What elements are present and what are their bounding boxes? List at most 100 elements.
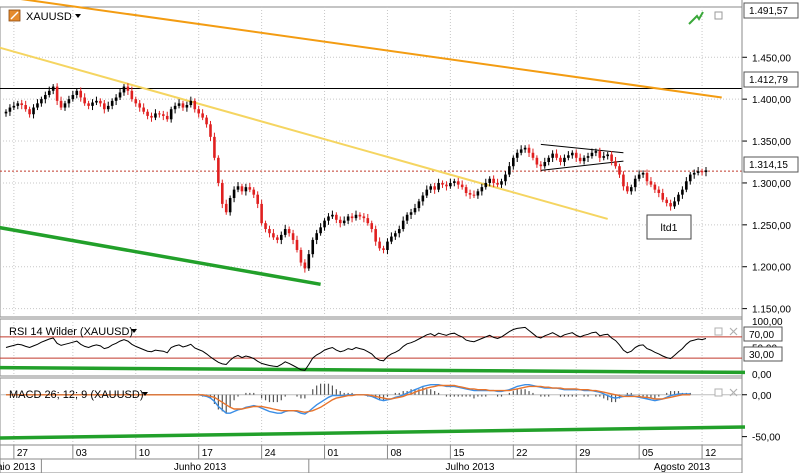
- price-badge-last-text: 1.314,15: [749, 160, 788, 171]
- rsi-badge-30: 30,00: [743, 346, 783, 362]
- price-pane[interactable]: XAUUSD ltd1: [0, 0, 743, 318]
- candle-body: [28, 109, 31, 115]
- rsi-close-icon[interactable]: [729, 327, 738, 336]
- candle-body: [421, 195, 425, 202]
- date-day-label: 29: [579, 448, 591, 459]
- candle-body: [425, 189, 429, 196]
- candle-body: [71, 94, 75, 100]
- candle-body: [417, 201, 421, 209]
- rsi-badge-70-text: 70,00: [749, 330, 774, 341]
- candle-body: [8, 107, 12, 112]
- candle-body: [287, 229, 291, 234]
- candle-body: [181, 103, 185, 108]
- date-day-label: 05: [642, 448, 654, 459]
- date-day-label: 03: [76, 448, 88, 459]
- macd-pane[interactable]: MACD 26; 12; 9 (XAUUSD): [0, 377, 746, 446]
- candle-body: [87, 103, 90, 106]
- macd-trendline: [0, 425, 746, 440]
- date-day-label: 17: [202, 448, 214, 459]
- trendline: [540, 160, 624, 171]
- candle-body: [130, 90, 134, 100]
- candle-body: [645, 172, 649, 182]
- candle-body: [106, 105, 110, 110]
- candle-body: [688, 174, 692, 182]
- rsi-badge-30-text: 30,00: [749, 350, 774, 361]
- candle-body: [515, 152, 519, 158]
- macd-menu-arrow-icon[interactable]: [142, 392, 148, 396]
- candle-body: [590, 152, 594, 157]
- candle-body: [16, 103, 20, 106]
- macd-minimize-icon[interactable]: [714, 388, 723, 397]
- candle-body: [370, 223, 374, 230]
- candle-body: [622, 174, 625, 187]
- annotation-box[interactable]: ltd1: [646, 214, 692, 240]
- date-day-label: 10: [139, 448, 151, 459]
- rsi-badge-70: 70,00: [743, 326, 783, 342]
- candle-body: [508, 166, 511, 175]
- candle-body: [692, 172, 696, 175]
- candle-body: [256, 194, 259, 204]
- candle-body: [323, 220, 326, 228]
- candle-body: [335, 214, 338, 220]
- candle-body: [12, 105, 16, 108]
- candle-body: [103, 103, 106, 110]
- candle-body: [570, 152, 574, 156]
- candle-body: [594, 151, 598, 153]
- candle-body: [539, 164, 543, 167]
- candle-body: [468, 193, 472, 195]
- candle-body: [527, 147, 531, 153]
- candle-body: [169, 109, 173, 120]
- candle-body: [346, 216, 350, 221]
- macd-title: MACD 26; 12; 9 (XAUUSD): [9, 389, 143, 401]
- candle-body: [44, 94, 47, 100]
- candle-body: [598, 151, 602, 158]
- price-badge-top: 1.491,57: [743, 2, 799, 19]
- candle-body: [523, 147, 527, 150]
- candle-body: [610, 154, 613, 162]
- symbol-title: XAUUSD: [26, 11, 72, 23]
- rsi-pane[interactable]: RSI 14 Wilder (XAUUSD): [0, 318, 746, 377]
- candle-body: [279, 234, 283, 240]
- trendline: [20, 0, 722, 99]
- candle-body: [99, 100, 102, 104]
- candle-body: [456, 181, 460, 185]
- symbol-menu-arrow-icon[interactable]: [75, 14, 81, 18]
- candle-body: [63, 103, 67, 108]
- date-day-label: 24: [265, 448, 277, 459]
- candle-body: [629, 187, 633, 192]
- candle-body: [118, 92, 122, 98]
- candle-body: [36, 103, 39, 108]
- candle-body: [665, 199, 668, 204]
- macd-close-icon[interactable]: [729, 388, 738, 397]
- rsi-minimize-icon[interactable]: [714, 327, 723, 336]
- candle-body: [209, 124, 212, 137]
- candle-body: [472, 194, 476, 196]
- trend-up-icon[interactable]: [688, 11, 704, 25]
- candle-body: [578, 157, 582, 162]
- candlesticks: [4, 83, 708, 273]
- candle-body: [374, 229, 377, 242]
- candle-body: [146, 111, 149, 116]
- rsi-series-line: [5, 326, 707, 371]
- candle-body: [633, 178, 637, 188]
- candle-body: [500, 181, 503, 185]
- trendline: [540, 143, 624, 154]
- candle-body: [303, 262, 307, 269]
- candle-body: [338, 219, 342, 224]
- candle-body: [453, 181, 456, 183]
- candle-body: [567, 155, 570, 158]
- candle-body: [677, 194, 680, 202]
- rsi-title: RSI 14 Wilder (XAUUSD): [9, 326, 133, 338]
- candle-body: [283, 229, 287, 235]
- rsi-line: [0, 319, 746, 376]
- candle-body: [496, 182, 499, 185]
- candle-body: [700, 171, 704, 173]
- candle-body: [272, 233, 275, 238]
- candle-body: [236, 186, 240, 190]
- candle-body: [205, 117, 208, 125]
- rsi-menu-arrow-icon[interactable]: [131, 329, 137, 333]
- candle-body: [342, 220, 346, 224]
- symbol-header[interactable]: XAUUSD: [8, 9, 81, 23]
- maximize-pane-icon[interactable]: [714, 11, 723, 20]
